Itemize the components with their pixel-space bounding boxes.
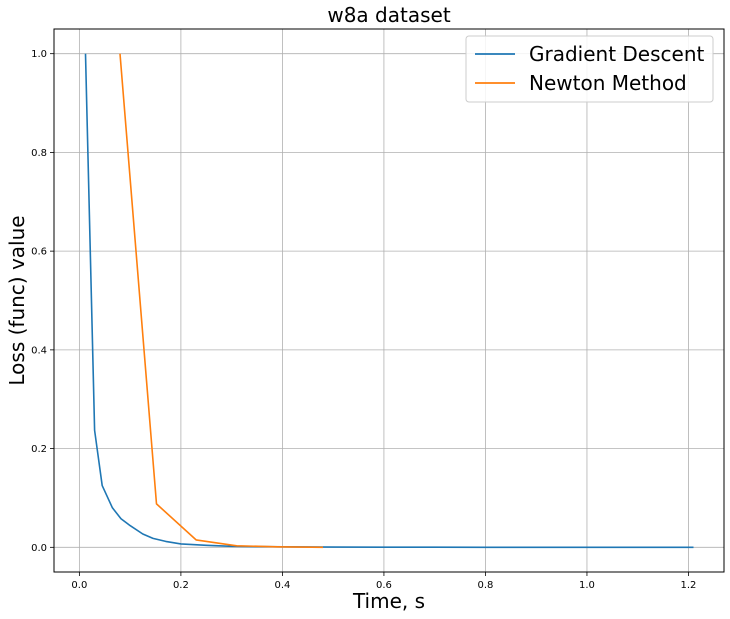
series-line-newton-method bbox=[119, 53, 324, 549]
legend-label: Newton Method bbox=[529, 71, 687, 95]
y-tick-label: 0.0 bbox=[31, 543, 47, 554]
x-tick-label: 0.4 bbox=[274, 580, 290, 591]
plot-frame bbox=[53, 28, 725, 573]
y-tick-label: 0.2 bbox=[31, 444, 47, 455]
x-tick-label: 1.2 bbox=[681, 580, 697, 591]
series-layer bbox=[84, 53, 694, 549]
grid bbox=[54, 29, 724, 572]
x-tick-label: 0.2 bbox=[173, 580, 189, 591]
x-tick-label: 0.0 bbox=[71, 580, 87, 591]
series-line-gradient-descent bbox=[84, 53, 694, 549]
chart-title: w8a dataset bbox=[327, 3, 450, 27]
x-axis-label: Time, s bbox=[352, 589, 425, 613]
y-tick-label: 0.8 bbox=[31, 148, 47, 159]
x-tick-label: 1.0 bbox=[579, 580, 595, 591]
y-tick-label: 1.0 bbox=[31, 49, 47, 60]
legend: Gradient Descent Newton Method bbox=[465, 35, 714, 103]
x-tick-label: 0.8 bbox=[477, 580, 493, 591]
x-tick-label: 0.6 bbox=[376, 580, 392, 591]
legend-box bbox=[465, 35, 714, 103]
y-axis-label: Loss (func) value bbox=[5, 215, 29, 385]
y-tick-label: 0.4 bbox=[31, 345, 47, 356]
legend-label: Gradient Descent bbox=[529, 42, 705, 66]
y-tick-label: 0.6 bbox=[31, 247, 47, 258]
ticks: 0.0 0.2 0.4 0.6 0.8 1.0 1.2 0.0 0.2 0.4 0.6 0.8 1.0 bbox=[31, 49, 696, 591]
